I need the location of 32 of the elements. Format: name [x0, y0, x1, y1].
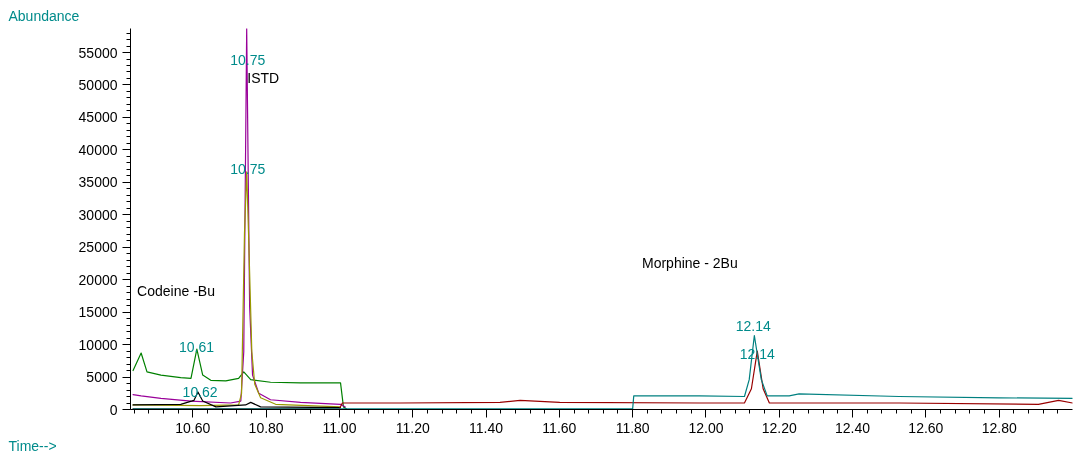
x-tick-label: 12.00: [688, 419, 724, 436]
y-tick-label: 0: [109, 401, 118, 418]
x-tick-label: 12.60: [908, 419, 944, 436]
x-tick-label: 11.40: [469, 419, 504, 436]
x-tick-label: 10.60: [175, 419, 211, 436]
y-tick-label: 25000: [78, 239, 118, 256]
y-tick-label: 10000: [78, 336, 118, 353]
x-tick-label: 12.40: [835, 419, 871, 436]
y-tick-label: 50000: [78, 76, 118, 93]
y-tick-label: 35000: [78, 174, 118, 191]
y-tick-label: 55000: [78, 44, 118, 61]
annotation: Morphine - 2Bu: [642, 254, 738, 271]
y-tick-label: 20000: [78, 271, 118, 288]
x-tick-label: 11.20: [395, 419, 430, 436]
y-tick-label: 30000: [78, 206, 118, 223]
y-tick-label: 15000: [78, 304, 118, 321]
y-tick-label: 45000: [78, 109, 118, 126]
annotation: 10.62: [182, 383, 218, 400]
y-tick-label: 5000: [86, 369, 118, 386]
annotation: Codeine -Bu: [137, 283, 215, 300]
x-axis-title: Time-->: [8, 437, 57, 453]
annotation: 10.61: [178, 339, 215, 356]
x-tick-label: 11.00: [322, 419, 357, 436]
x-tick-label: 11.60: [542, 419, 577, 436]
x-tick-label: 12.20: [761, 419, 797, 436]
x-tick-label: 11.80: [615, 419, 650, 436]
annotation: 12.14: [735, 317, 771, 334]
y-tick-label: 40000: [78, 141, 118, 158]
annotation: ISTD: [247, 70, 280, 87]
x-tick-label: 10.80: [248, 419, 284, 436]
y-axis-title: Abundance: [8, 7, 80, 24]
x-tick-label: 12.80: [981, 419, 1017, 436]
